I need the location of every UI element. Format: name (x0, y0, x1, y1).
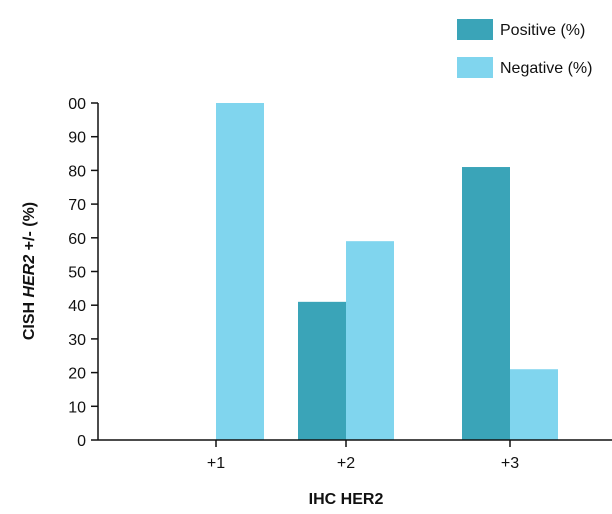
y-ticks-layer: 0 10 20 30 40 50 60 70 80 90 00 (68, 96, 98, 450)
y-tick-label: 50 (68, 265, 86, 282)
y-tick-label: 20 (68, 366, 86, 383)
legend-swatch-negative (457, 57, 493, 78)
y-tick-label: 10 (68, 399, 86, 416)
bar-negative-1 (346, 241, 394, 440)
y-tick-label: 0 (77, 433, 86, 450)
x-tick-label: +1 (207, 455, 225, 472)
y-tick-label: 60 (68, 231, 86, 248)
legend: Positive (%) Negative (%) (457, 19, 592, 78)
y-tick-label: 00 (68, 96, 86, 113)
bar-positive-1 (298, 301, 346, 440)
bars-layer (216, 103, 558, 440)
bar-negative-2 (510, 369, 558, 440)
legend-label-negative: Negative (%) (500, 60, 592, 77)
y-axis-title-prefix: CISH (21, 297, 38, 340)
y-axis-title: CISH HER2 +/- (%) (21, 202, 38, 340)
y-tick-label: 80 (68, 163, 86, 180)
y-axis-title-italic: HER2 (21, 255, 38, 298)
legend-label-positive: Positive (%) (500, 22, 585, 39)
x-tick-label: +3 (501, 455, 519, 472)
x-axis-title: IHC HER2 (309, 491, 384, 508)
x-tick-label: +2 (337, 455, 355, 472)
y-tick-label: 40 (68, 298, 86, 315)
y-axis-title-suffix: +/- (%) (21, 202, 38, 255)
bar-negative-0 (216, 103, 264, 440)
x-ticks-layer: +1 +2 +3 (207, 440, 519, 472)
legend-swatch-positive (457, 19, 493, 40)
y-tick-label: 70 (68, 197, 86, 214)
y-tick-label: 30 (68, 332, 86, 349)
bar-positive-2 (462, 167, 510, 440)
y-tick-label: 90 (68, 130, 86, 147)
